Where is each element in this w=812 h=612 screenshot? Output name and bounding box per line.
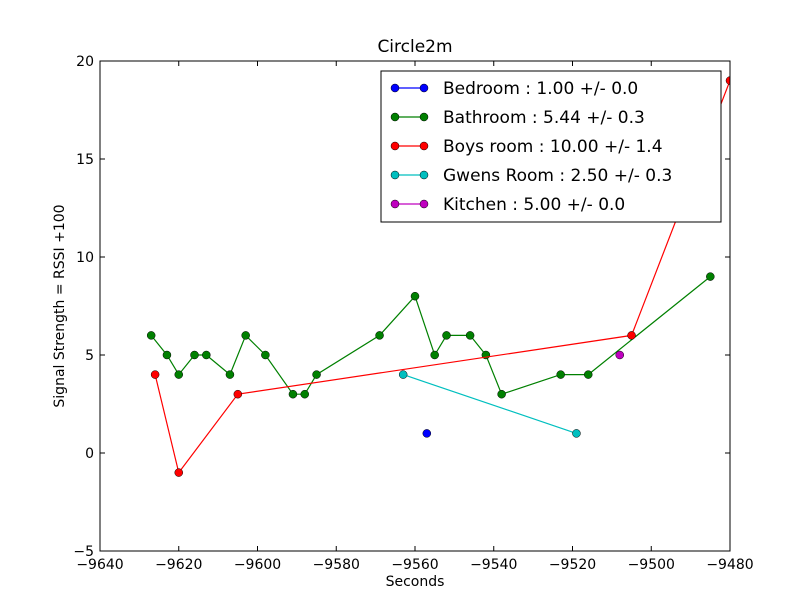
data-point: [190, 350, 199, 360]
data-point: [261, 350, 270, 360]
data-point: [615, 350, 624, 360]
data-point: [288, 389, 298, 399]
data-point: [410, 291, 420, 301]
y-tick-label: 0: [85, 446, 94, 462]
x-tick-label: −9500: [628, 557, 675, 573]
series-0: [422, 429, 432, 438]
data-point: [150, 370, 160, 379]
data-point: [706, 272, 715, 281]
x-tick-label: −9520: [549, 557, 596, 573]
data-point: [233, 389, 243, 399]
legend-label: Bathroom : 5.44 +/- 0.3: [443, 108, 645, 128]
legend-marker: [419, 199, 429, 209]
legend-box: [380, 70, 722, 223]
series-2: [150, 76, 730, 477]
chart-title: Circle2m: [377, 37, 452, 57]
data-point: [627, 331, 636, 340]
data-point: [556, 370, 565, 379]
legend-item: Kitchen : 5.00 +/- 0.0: [390, 195, 625, 215]
data-point: [725, 76, 730, 85]
data-point: [174, 468, 183, 477]
series-4: [615, 350, 624, 360]
data-point: [202, 350, 211, 360]
data-point: [465, 331, 475, 340]
x-tick-label: −9600: [234, 557, 281, 573]
x-tick-label: −9620: [155, 557, 202, 573]
data-point: [398, 370, 408, 379]
legend-label: Kitchen : 5.00 +/- 0.0: [443, 195, 625, 215]
series-3: [398, 370, 581, 438]
x-tick-label: −9540: [470, 557, 517, 573]
data-point: [497, 389, 506, 399]
y-tick-label: 5: [85, 348, 94, 364]
y-tick-label: 15: [76, 152, 94, 168]
legend-label: Gwens Room : 2.50 +/- 0.3: [443, 166, 672, 186]
legend-marker: [419, 83, 429, 93]
legend-marker: [390, 199, 400, 209]
legend: Bedroom : 1.00 +/- 0.0 Bathroom : 5.44 +/…: [380, 70, 722, 223]
y-axis-label: Signal Strength = RSSI +100: [52, 204, 68, 407]
legend-marker: [419, 170, 429, 180]
legend-marker: [390, 112, 400, 122]
legend-item: Gwens Room : 2.50 +/- 0.3: [390, 166, 672, 186]
data-point: [312, 370, 321, 379]
legend-marker: [419, 112, 429, 122]
legend-marker: [419, 141, 429, 151]
y-tick-label: 10: [76, 250, 94, 266]
data-point: [430, 350, 439, 360]
data-point: [174, 370, 183, 379]
legend-marker: [390, 83, 400, 93]
y-tick-label: 20: [76, 54, 94, 70]
data-point: [375, 331, 384, 340]
data-point: [241, 331, 250, 340]
x-tick-label: −9560: [391, 557, 438, 573]
data-point: [572, 429, 581, 438]
legend-item: Boys room : 10.00 +/- 1.4: [390, 137, 663, 157]
data-point: [584, 370, 593, 379]
legend-marker: [390, 141, 400, 151]
series-line: [402, 374, 577, 434]
data-point: [225, 370, 235, 379]
x-axis-label: Seconds: [386, 574, 445, 590]
legend-label: Boys room : 10.00 +/- 1.4: [443, 137, 663, 157]
legend-marker: [390, 170, 400, 180]
data-point: [162, 350, 172, 360]
x-tick-label: −9480: [706, 557, 753, 573]
series-line: [150, 276, 711, 395]
data-point: [300, 389, 309, 399]
legend-label: Bedroom : 1.00 +/- 0.0: [443, 79, 638, 99]
x-tick-label: −9640: [76, 557, 123, 573]
legend-item: Bathroom : 5.44 +/- 0.3: [390, 108, 645, 128]
legend-item: Bedroom : 1.00 +/- 0.0: [390, 79, 638, 99]
data-point: [442, 331, 451, 340]
data-point: [146, 331, 156, 340]
y-tick-label: −5: [73, 544, 94, 560]
data-point: [422, 429, 432, 438]
x-tick-label: −9580: [313, 557, 360, 573]
